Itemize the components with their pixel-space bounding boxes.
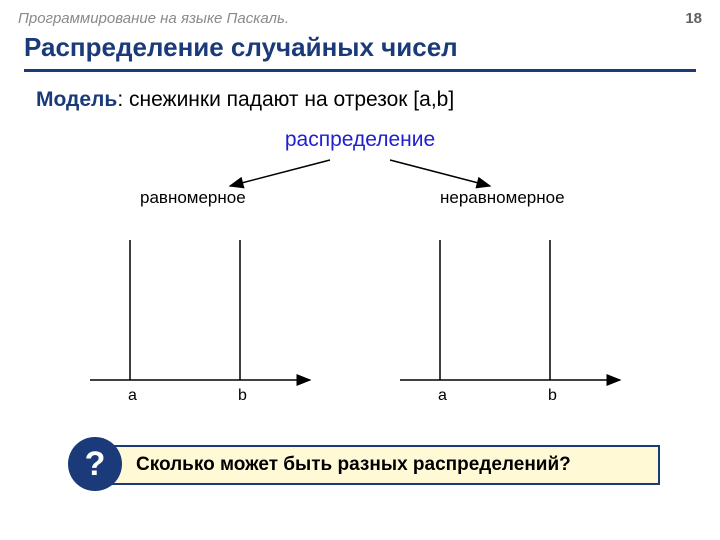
left-axis-group: a b <box>90 240 310 404</box>
slide-title: Распределение случайных чисел <box>24 32 696 72</box>
page-number: 18 <box>685 10 702 27</box>
model-line: Модель: снежинки падают на отрезок [a,b] <box>36 88 454 112</box>
model-text: : снежинки падают на отрезок [a,b] <box>117 88 454 111</box>
right-axis-group: a b <box>400 240 620 404</box>
diagram-svg: a b a b <box>0 150 720 410</box>
model-label: Модель <box>36 88 117 111</box>
question-badge: ? <box>68 437 122 491</box>
slide: Программирование на языке Паскаль. 18 Ра… <box>0 0 720 540</box>
question-text: Сколько может быть разных распределений? <box>136 454 571 476</box>
left-a-label: a <box>128 387 137 404</box>
branch-arrow-right <box>390 160 490 186</box>
question-box: Сколько может быть разных распределений? <box>90 445 660 485</box>
header-bar: Программирование на языке Паскаль. 18 <box>0 0 720 32</box>
right-b-label: b <box>548 387 557 404</box>
branch-arrow-left <box>230 160 330 186</box>
left-b-label: b <box>238 387 247 404</box>
distribution-root-label: распределение <box>0 128 720 152</box>
course-label: Программирование на языке Паскаль. <box>18 10 289 27</box>
right-a-label: a <box>438 387 447 404</box>
